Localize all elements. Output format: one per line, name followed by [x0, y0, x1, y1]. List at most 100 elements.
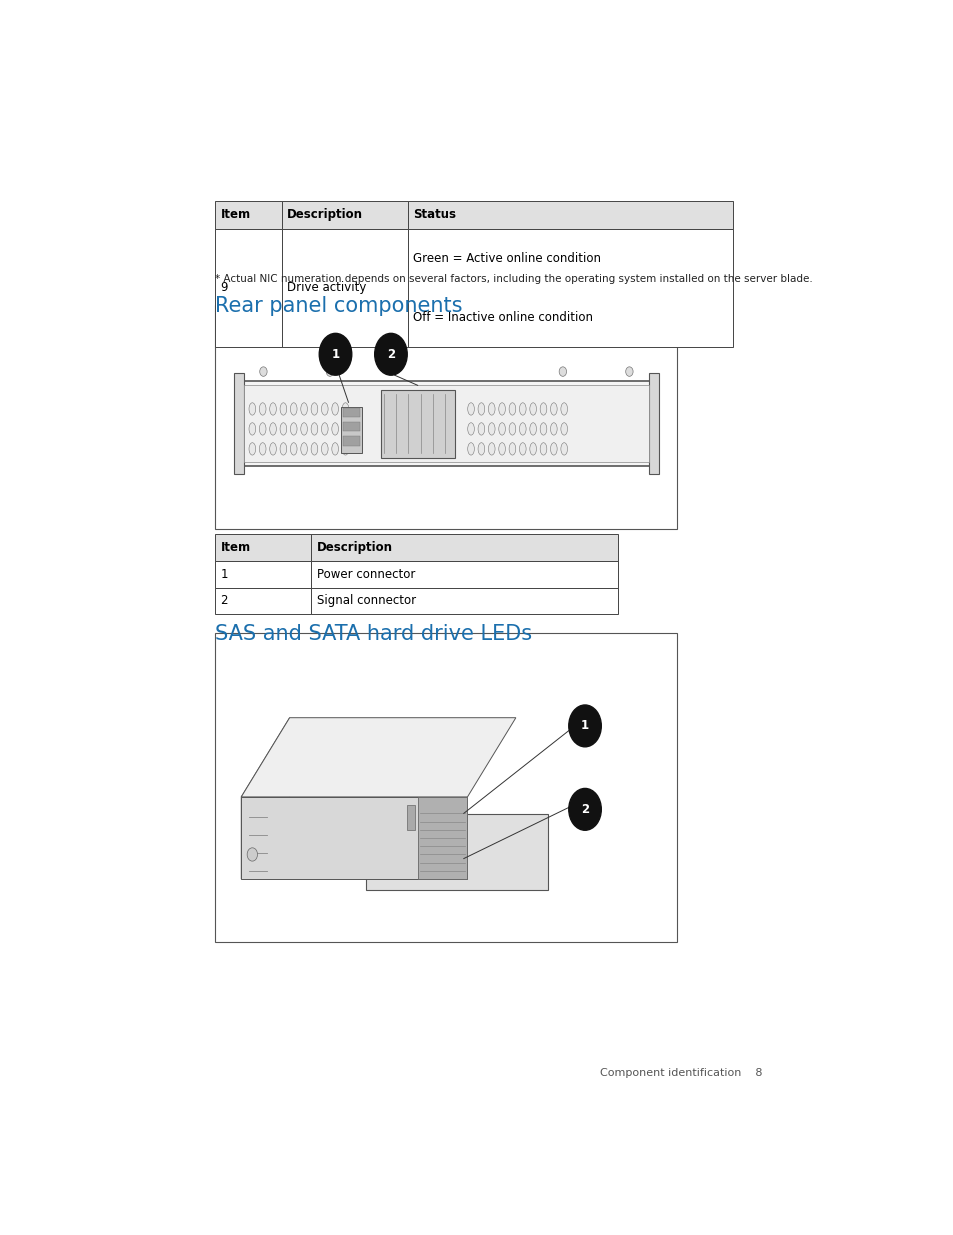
Ellipse shape: [488, 403, 495, 415]
Ellipse shape: [539, 442, 546, 454]
Ellipse shape: [519, 422, 525, 435]
Bar: [241, 382, 651, 466]
Text: Item: Item: [220, 541, 251, 555]
Text: Description: Description: [316, 541, 393, 555]
Ellipse shape: [342, 403, 349, 415]
Polygon shape: [241, 718, 290, 879]
Bar: [282, 228, 407, 347]
Circle shape: [375, 333, 407, 375]
Ellipse shape: [477, 403, 484, 415]
Bar: [215, 634, 677, 942]
Ellipse shape: [321, 442, 328, 454]
Bar: [407, 228, 732, 347]
Ellipse shape: [290, 422, 296, 435]
Bar: [215, 305, 677, 529]
Text: Item: Item: [220, 209, 251, 221]
Text: 2: 2: [220, 594, 228, 608]
Text: Status: Status: [413, 209, 456, 221]
Ellipse shape: [550, 422, 557, 435]
Ellipse shape: [498, 422, 505, 435]
Bar: [648, 373, 659, 473]
Bar: [215, 228, 282, 347]
Bar: [406, 805, 416, 830]
Bar: [311, 561, 618, 588]
Ellipse shape: [270, 422, 276, 435]
Ellipse shape: [311, 403, 317, 415]
Bar: [311, 588, 618, 614]
Ellipse shape: [560, 403, 567, 415]
Bar: [282, 200, 407, 228]
Ellipse shape: [342, 442, 349, 454]
Text: Description: Description: [287, 209, 363, 221]
Ellipse shape: [280, 442, 287, 454]
Ellipse shape: [519, 403, 525, 415]
Ellipse shape: [332, 403, 338, 415]
Ellipse shape: [529, 403, 536, 415]
Text: Drive activity: Drive activity: [287, 282, 366, 294]
Ellipse shape: [321, 403, 328, 415]
Ellipse shape: [509, 442, 516, 454]
Ellipse shape: [560, 422, 567, 435]
Polygon shape: [417, 797, 467, 879]
Ellipse shape: [249, 403, 255, 415]
Ellipse shape: [280, 403, 287, 415]
Bar: [343, 422, 359, 431]
Ellipse shape: [467, 422, 474, 435]
Circle shape: [568, 705, 600, 747]
Bar: [244, 385, 648, 462]
Ellipse shape: [311, 442, 317, 454]
Bar: [215, 200, 282, 228]
Bar: [407, 200, 732, 228]
Ellipse shape: [259, 422, 266, 435]
Ellipse shape: [498, 403, 505, 415]
Ellipse shape: [300, 442, 307, 454]
Circle shape: [625, 367, 633, 377]
Ellipse shape: [529, 442, 536, 454]
Ellipse shape: [539, 403, 546, 415]
Text: 9: 9: [220, 282, 228, 294]
Ellipse shape: [290, 442, 296, 454]
Ellipse shape: [509, 403, 516, 415]
Ellipse shape: [488, 442, 495, 454]
Ellipse shape: [259, 403, 266, 415]
Ellipse shape: [467, 442, 474, 454]
Text: 1: 1: [580, 720, 589, 732]
Ellipse shape: [270, 442, 276, 454]
Circle shape: [568, 788, 600, 830]
Bar: [343, 408, 359, 417]
Ellipse shape: [550, 442, 557, 454]
Text: Rear panel components: Rear panel components: [215, 295, 462, 316]
Ellipse shape: [477, 422, 484, 435]
Circle shape: [247, 847, 257, 861]
Ellipse shape: [509, 422, 516, 435]
Text: * Actual NIC numeration depends on several factors, including the operating syst: * Actual NIC numeration depends on sever…: [215, 274, 812, 284]
Ellipse shape: [342, 422, 349, 435]
Polygon shape: [241, 718, 516, 797]
Circle shape: [326, 367, 334, 377]
Ellipse shape: [300, 403, 307, 415]
Ellipse shape: [519, 442, 525, 454]
Ellipse shape: [249, 422, 255, 435]
Ellipse shape: [539, 422, 546, 435]
Bar: [215, 535, 311, 561]
Circle shape: [319, 333, 352, 375]
Ellipse shape: [280, 422, 287, 435]
Ellipse shape: [488, 422, 495, 435]
Ellipse shape: [332, 422, 338, 435]
Ellipse shape: [550, 403, 557, 415]
Text: 2: 2: [580, 803, 589, 816]
Ellipse shape: [467, 403, 474, 415]
Ellipse shape: [498, 442, 505, 454]
Polygon shape: [241, 797, 467, 879]
Bar: [233, 373, 244, 473]
Text: 2: 2: [387, 348, 395, 361]
Ellipse shape: [560, 442, 567, 454]
Bar: [215, 588, 311, 614]
Ellipse shape: [270, 403, 276, 415]
Ellipse shape: [259, 442, 266, 454]
Ellipse shape: [477, 442, 484, 454]
Text: Power connector: Power connector: [316, 568, 415, 580]
Bar: [380, 389, 455, 457]
Ellipse shape: [321, 422, 328, 435]
Circle shape: [259, 367, 267, 377]
